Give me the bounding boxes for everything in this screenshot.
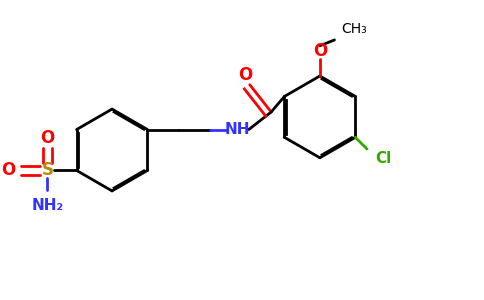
Text: NH₂: NH₂ (31, 198, 63, 213)
Text: S: S (41, 161, 53, 179)
Text: CH₃: CH₃ (341, 22, 367, 36)
Text: Cl: Cl (375, 151, 391, 166)
Text: O: O (1, 161, 15, 179)
Text: NH: NH (224, 122, 250, 137)
Text: O: O (40, 129, 55, 147)
Text: O: O (313, 42, 327, 60)
Text: O: O (238, 66, 252, 84)
